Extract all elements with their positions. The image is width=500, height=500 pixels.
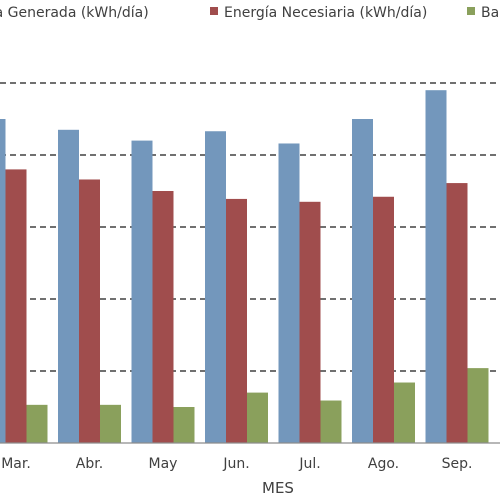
bar-series-1-jun — [205, 131, 226, 444]
bar-series-3-mar — [26, 404, 48, 443]
x-tick-label: Ago. — [368, 456, 399, 472]
bar-series-1-mar — [0, 119, 6, 443]
legend-label: Energía Necesiaria (kWh/día) — [224, 5, 427, 21]
legend-label: Ba — [481, 5, 499, 21]
bar-series-2-jul — [299, 201, 321, 443]
x-tick-label: Jul. — [298, 456, 320, 472]
bar-series-3-abr — [100, 404, 121, 443]
x-tick-label: Abr. — [76, 456, 103, 472]
legend-marker — [210, 7, 218, 15]
x-tick-label: May — [149, 456, 178, 472]
bar-series-2-sep — [446, 183, 468, 443]
bar-series-3-ago — [394, 382, 415, 443]
bar-series-1-ago — [352, 119, 373, 443]
bar-series-2-ago — [373, 196, 394, 443]
bar-series-3-sep — [467, 368, 489, 443]
bar-series-2-jun — [226, 198, 247, 443]
x-tick-label: Sep. — [442, 456, 473, 472]
bar-series-3-may — [173, 407, 195, 443]
bar-series-3-jun — [247, 392, 268, 443]
legend: Energía Generada (kWh/día) Energía Necesi… — [0, 5, 499, 21]
bar-series-3-jul — [320, 400, 342, 443]
bar-series-2-may — [152, 191, 174, 443]
bar-series-1-sep — [425, 90, 447, 443]
bar-series-2-abr — [79, 179, 100, 444]
bar-series-1-may — [131, 140, 153, 443]
legend-marker — [467, 7, 475, 15]
x-tick-label: Mar. — [1, 456, 31, 472]
bars — [0, 90, 489, 444]
x-tick-labels: Mar. Abr. May Jun. Jul. Ago. Sep. — [1, 456, 472, 472]
legend-label: Energía Generada (kWh/día) — [0, 5, 149, 21]
x-tick-label: Jun. — [222, 456, 249, 472]
bar-series-1-jul — [278, 143, 300, 444]
bar-series-2-mar — [5, 169, 27, 443]
bar-series-1-abr — [58, 129, 79, 444]
x-axis-title: MES — [262, 479, 294, 497]
